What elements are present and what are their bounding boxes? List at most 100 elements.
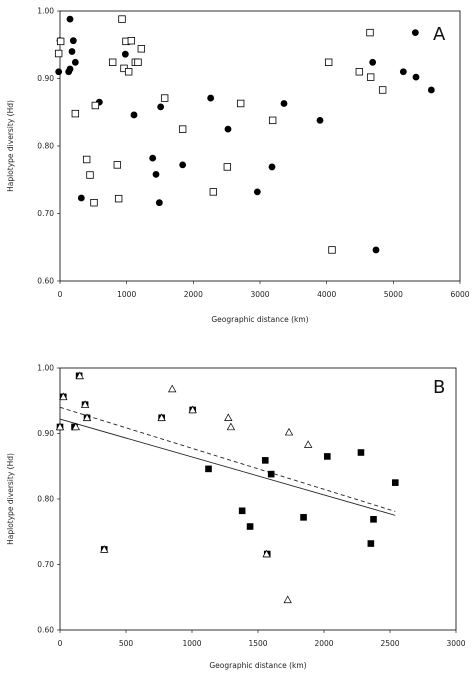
panel-a-plot-area [59, 10, 461, 282]
panel-b-xtick-label: 0 [58, 639, 63, 648]
panel-a-point-open-square [86, 171, 94, 179]
panel-a-point-open-square [328, 246, 336, 254]
panel-a-point-filled-circle [157, 103, 165, 111]
panel-b-xtick-label: 1000 [182, 639, 201, 648]
panel-b-point-filled-square [261, 457, 269, 464]
panel-a-xtick-label: 0 [58, 290, 63, 299]
panel-b-ytick-label: 0.60 [37, 626, 54, 635]
panel-b-point-open-triangle [168, 384, 177, 393]
panel-b-trendlines [59, 406, 396, 516]
panel-a-point-open-square [108, 58, 117, 66]
panel-b-point-open-triangle [283, 595, 292, 604]
panel-a: 1.00 0.90 0.80 0.70 0.60 0 1000 2000 300… [6, 7, 470, 325]
panel-a-x-ticks: 0 1000 2000 3000 4000 5000 6000 [58, 281, 470, 299]
panel-a-point-open-square [54, 49, 63, 58]
panel-a-point-open-square [236, 99, 245, 108]
panel-b-point-filled-square [370, 516, 377, 523]
panel-b-trendline-solid [59, 418, 396, 516]
panel-b-point-open-triangle [303, 440, 313, 448]
panel-b-point-open-triangle [80, 400, 90, 408]
panel-b-point-open-triangle [226, 422, 236, 431]
panel-b-point-open-triangle [157, 413, 166, 422]
panel-a-point-open-square [355, 68, 364, 76]
panel-a-point-open-square [91, 101, 100, 110]
panel-a-point-filled-circle [207, 94, 215, 102]
panel-b-point-open-triangle [82, 413, 92, 422]
panel-b-trendline-dashed [59, 406, 396, 512]
panel-a-y-axis-label: Haplotype diversity (Hd) [6, 100, 15, 192]
panel-a-point-filled-circle [268, 163, 276, 171]
panel-a-point-filled-circle [68, 48, 76, 55]
panel-b: 1.00 0.90 0.80 0.70 0.60 0 500 1000 1500… [6, 364, 466, 671]
panel-a-point-open-square [268, 116, 277, 125]
panel-a-point-filled-circle [412, 73, 420, 81]
panel-a-y-ticks: 1.00 0.90 0.80 0.70 0.60 [37, 7, 60, 286]
panel-a-point-open-square [366, 28, 374, 37]
panel-b-xtick-label: 2000 [314, 639, 333, 648]
panel-a-point-filled-circle [280, 100, 288, 107]
panel-a-point-open-square [160, 94, 169, 102]
panel-a-point-open-square [124, 68, 133, 76]
panel-b-point-filled-square [324, 453, 331, 460]
panel-a-point-filled-circle [130, 111, 138, 119]
panel-a-point-filled-circle [224, 125, 232, 133]
panel-b-xtick-label: 3000 [446, 639, 465, 648]
panel-a-point-filled-circle [121, 50, 129, 58]
panel-a-point-open-square [137, 45, 146, 53]
panel-b-point-filled-square [357, 449, 365, 456]
panel-a-point-open-square [90, 198, 98, 207]
panel-a-point-open-square [118, 15, 126, 23]
panel-b-plot-area [59, 367, 457, 631]
panel-a-ytick-label: 0.90 [37, 74, 54, 83]
panel-b-y-axis-label: Haplotype diversity (Hd) [6, 453, 15, 545]
panel-a-xtick-label: 1000 [117, 290, 136, 299]
panel-a-point-open-square [56, 37, 65, 46]
panel-a-point-filled-circle [316, 116, 324, 124]
panel-a-point-open-square [127, 37, 136, 45]
panel-b-ytick-label: 1.00 [37, 364, 54, 373]
panel-b-point-open-triangle [284, 427, 294, 436]
panel-a-point-filled-circle [66, 15, 74, 23]
panel-a-point-open-square [324, 58, 333, 66]
panel-a-point-open-square [178, 125, 187, 133]
panel-b-point-open-triangle [188, 405, 197, 414]
panel-b-data-points [55, 371, 399, 604]
panel-a-point-filled-circle [55, 68, 63, 76]
panel-a-x-axis-label: Geographic distance (km) [211, 315, 308, 324]
panel-a-xtick-label: 4000 [317, 290, 336, 299]
panel-b-point-filled-square [238, 507, 246, 515]
panel-b-point-open-triangle [100, 545, 109, 553]
panel-b-point-open-triangle [262, 549, 271, 558]
panel-a-point-filled-circle [372, 246, 380, 254]
panel-a-point-filled-circle [427, 86, 435, 94]
panel-a-letter: A [433, 24, 446, 45]
panel-a-point-open-square [113, 161, 122, 169]
panel-b-point-open-triangle [75, 371, 84, 380]
panel-b-ytick-label: 0.90 [37, 429, 54, 438]
panel-a-xtick-label: 2000 [184, 290, 203, 299]
panel-a-point-filled-circle [399, 68, 407, 76]
panel-a-point-filled-circle [179, 161, 187, 169]
panel-a-point-open-square [114, 194, 123, 203]
panel-b-point-filled-square [267, 470, 275, 478]
panel-a-point-filled-circle [369, 58, 377, 66]
panel-b-ytick-label: 0.70 [37, 560, 54, 569]
panel-b-ytick-label: 0.80 [37, 495, 54, 504]
panel-a-xtick-label: 6000 [450, 290, 469, 299]
panel-b-point-open-triangle [71, 422, 81, 431]
panel-b-point-filled-square [367, 540, 375, 547]
panel-a-point-open-square [82, 155, 91, 164]
panel-b-point-filled-square [300, 514, 307, 521]
panel-b-point-open-triangle [59, 392, 68, 401]
panel-a-point-filled-circle [66, 65, 74, 73]
panel-a-point-open-square [134, 58, 142, 66]
panel-a-point-open-square [209, 188, 218, 196]
panel-a-point-filled-circle [411, 29, 419, 36]
panel-b-xtick-label: 1500 [248, 639, 267, 648]
panel-b-point-open-triangle [55, 422, 65, 431]
panel-b-point-filled-square [246, 523, 254, 530]
panel-a-xtick-label: 5000 [384, 290, 403, 299]
panel-b-xtick-label: 2500 [380, 639, 399, 648]
panel-a-point-open-square [378, 86, 387, 94]
